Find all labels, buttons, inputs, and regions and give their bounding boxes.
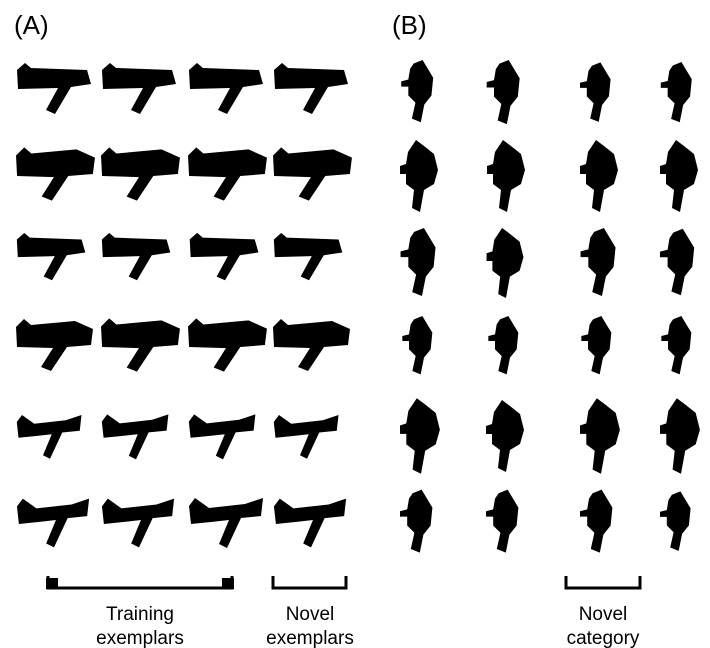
group-label: category [567, 628, 640, 648]
group-label: Novel [579, 604, 628, 625]
group-label: Training [106, 604, 174, 625]
group-label: exemplars [266, 628, 354, 648]
page: (A) (B) Training exemplars Novel exempla… [0, 0, 710, 648]
group-label: Novel [286, 604, 335, 625]
panel-a-shapes [16, 63, 352, 548]
panel-label: (B) [392, 10, 427, 40]
panel-b-shapes [400, 60, 700, 553]
brackets [46, 576, 640, 589]
figure: (A) (B) Training exemplars Novel exempla… [0, 0, 710, 648]
panel-label: (A) [14, 10, 49, 40]
group-label: exemplars [96, 628, 184, 648]
